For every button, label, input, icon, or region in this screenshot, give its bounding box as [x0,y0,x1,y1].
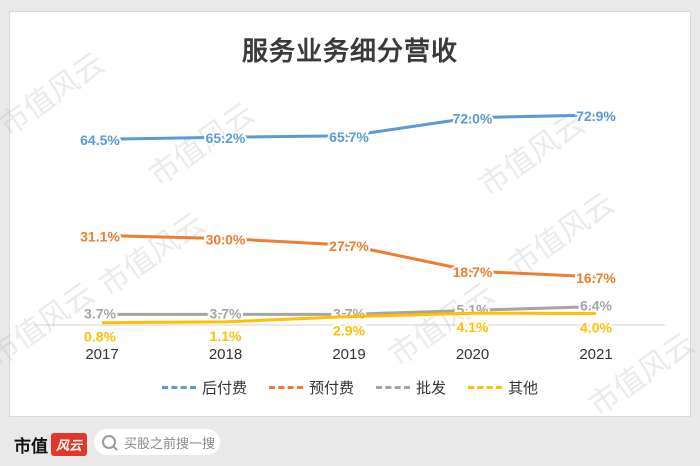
series-line-3 [102,305,597,316]
data-label: 0.8% [84,329,116,345]
legend-swatch [268,386,303,389]
search-icon [102,435,116,449]
series-line-2 [101,233,597,279]
data-label: 72.0% [453,111,493,127]
legend-label: 后付费 [201,380,247,397]
series-line-1 [101,113,597,141]
data-label: 27.7% [329,238,369,254]
legend-label: 预付费 [308,380,354,397]
legend-item: 其他 [468,377,538,398]
legend-swatch [468,386,503,389]
data-label: 3.7% [210,305,242,321]
data-label: 65.2% [206,130,246,146]
legend-swatch [161,386,196,389]
legend: 后付费 预付费 批发 其他 [0,377,700,398]
search-box[interactable]: 买股之前搜一搜 [94,429,220,455]
data-label: 72.9% [576,108,616,124]
chart-frame [9,11,691,417]
legend-label: 其他 [508,380,539,397]
legend-label: 批发 [416,380,447,397]
brand-text: 市值 [14,437,48,456]
data-label: 1.1% [210,328,242,344]
brand-mark: 风云 [51,433,88,456]
x-tick-label: 2018 [209,346,242,363]
data-label: 18.7% [453,264,493,280]
brand-logo[interactable]: 市值 风云 [14,432,88,457]
legend-item: 后付费 [161,377,247,398]
data-label: 4.1% [457,319,489,335]
legend-item: 批发 [376,377,446,398]
x-tick-label: 2019 [332,346,365,363]
data-label: 4.0% [580,319,612,335]
legend-item: 预付费 [268,377,354,398]
legend-swatch [376,386,410,389]
data-label: 30.0% [206,232,246,248]
data-label: 31.1% [80,228,120,244]
data-label: 6.4% [580,298,612,314]
data-label: 65.7% [329,129,369,145]
search-placeholder: 买股之前搜一搜 [124,435,216,451]
series-line-4 [101,311,597,325]
data-label: 16.7% [576,270,616,286]
x-tick-label: 2021 [579,346,612,363]
footer-bar: 市值 风云 买股之前搜一搜 [0,420,700,466]
chart-title: 服务业务细分营收 [241,36,458,66]
x-tick-label: 2017 [85,346,118,363]
data-label: 3.7% [84,305,116,321]
data-label: 2.9% [333,323,365,339]
data-label: 3.7% [333,305,365,321]
data-label: 64.5% [80,132,120,148]
x-tick-label: 2020 [456,346,489,363]
